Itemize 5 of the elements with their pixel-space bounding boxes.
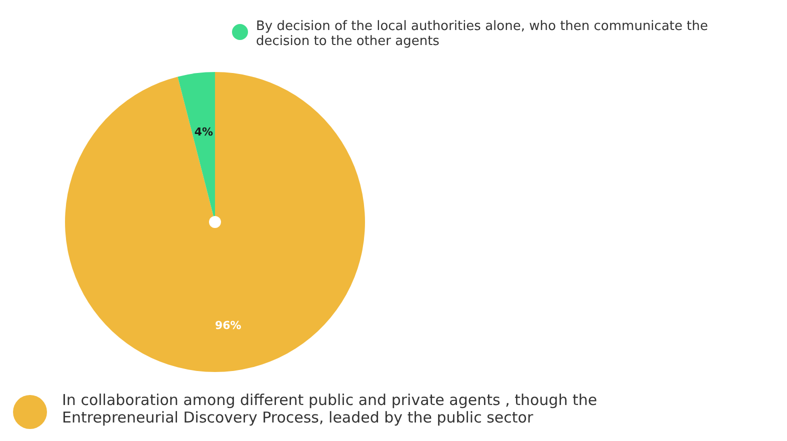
legend-label: In collaboration among different public and private agents , though the Entrepreneurial Discovery Process, leaded by the public sector (62, 391, 598, 426)
pie-slice (65, 72, 365, 372)
data-label: 96% (214, 319, 242, 332)
data-label: 4% (194, 126, 214, 139)
legend-label: By decision of the local authorities alone, who then communicate the decision to the other agents (256, 19, 708, 49)
